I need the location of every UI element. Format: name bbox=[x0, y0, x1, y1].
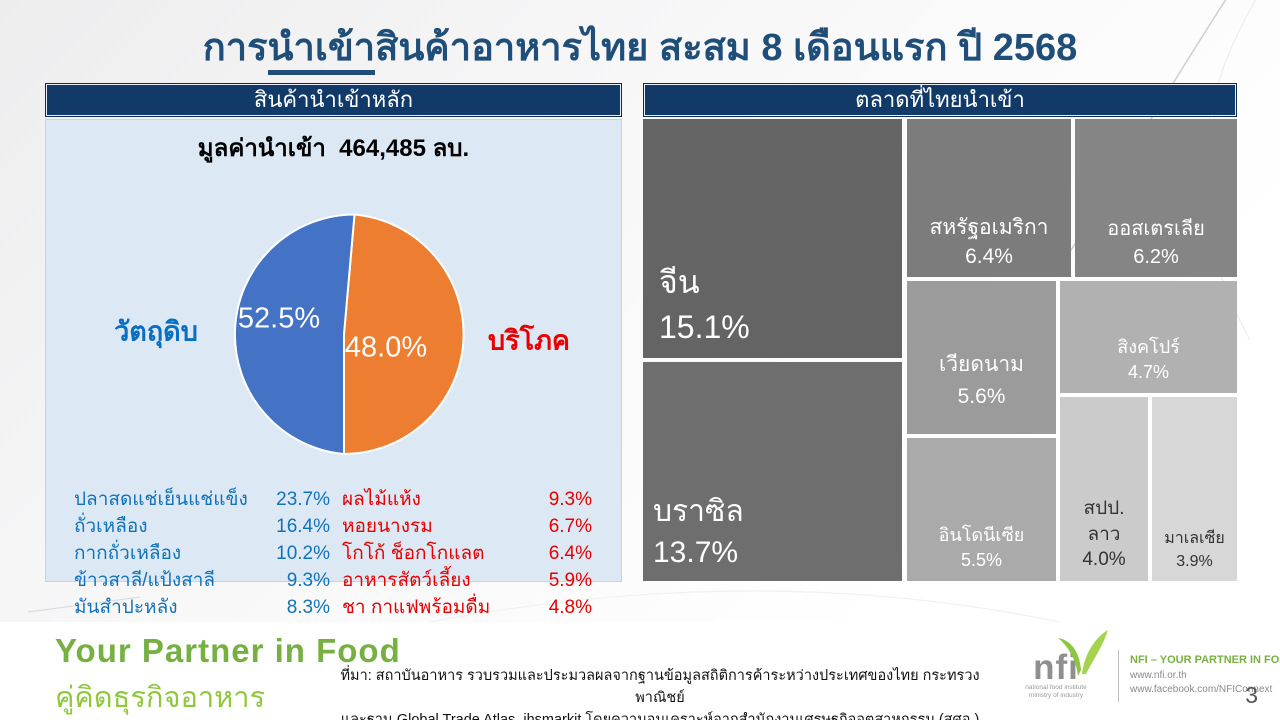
list-item: อาหารสัตว์เลี้ยง 5.9% bbox=[342, 567, 592, 594]
source-line-2: และฐาน Global Trade Atlas, ihsmarkit โดย… bbox=[340, 711, 980, 720]
treemap-block-singapore: สิงคโปร์ 4.7% bbox=[1060, 281, 1237, 393]
list-item: ชา กาแฟพร้อมดื่ม 4.8% bbox=[342, 594, 592, 621]
country-label: สหรัฐอเมริกา bbox=[929, 216, 1049, 240]
country-share: 3.9% bbox=[1176, 552, 1213, 570]
product-share: 8.3% bbox=[286, 597, 330, 618]
country-label: ลาว bbox=[1087, 523, 1121, 545]
country-share: 15.1% bbox=[659, 309, 750, 346]
nfi-website-url: www.nfi.or.th bbox=[1130, 670, 1187, 681]
nfi-caption-2: ministry of industry bbox=[1028, 691, 1084, 699]
product-share: 16.4% bbox=[276, 516, 330, 537]
left-panel-body: มูลค่านำเข้า 464,485 ลบ. 52.5% 48.0% วัต… bbox=[45, 119, 622, 618]
treemap-block-malaysia: มาเลเซีย 3.9% bbox=[1152, 397, 1237, 581]
pie-svg bbox=[233, 213, 465, 456]
treemap-block-laos: สปป. ลาว 4.0% bbox=[1060, 397, 1148, 581]
left-panel-header: สินค้านำเข้าหลัก bbox=[45, 83, 622, 117]
country-label: อินโดนีเซีย bbox=[938, 524, 1025, 545]
logo-divider bbox=[1118, 650, 1119, 702]
right-panel-header: ตลาดที่ไทยนำเข้า bbox=[643, 83, 1237, 117]
country-share: 6.2% bbox=[1133, 246, 1179, 268]
treemap-block-vietnam: เวียดนาม 5.6% bbox=[907, 281, 1056, 434]
product-label: กากถั่วเหลือง bbox=[74, 543, 182, 564]
source-note: ที่มา: สถาบันอาหาร รวบรวมและประมวลผลจากฐ… bbox=[320, 666, 1000, 720]
list-item: ผลไม้แห้ง 9.3% bbox=[342, 486, 592, 513]
product-label: ข้าวสาลี/แป้งสาลี bbox=[74, 570, 216, 591]
product-label: ผลไม้แห้ง bbox=[342, 489, 421, 510]
nfi-logo: nfi national food institute ministry of … bbox=[1010, 630, 1108, 700]
product-share: 9.3% bbox=[286, 570, 330, 591]
country-label: จีน bbox=[659, 264, 700, 301]
import-markets-treemap: จีน 15.1% บราซิล 13.7% สหรัฐอเมริกา 6.4%… bbox=[643, 119, 1237, 582]
country-label: มาเลเซีย bbox=[1164, 530, 1225, 548]
country-label: บราซิล bbox=[653, 495, 744, 528]
pie-label-consumer: บริโภค bbox=[487, 325, 571, 356]
country-share: 4.7% bbox=[1127, 361, 1170, 382]
country-label: เวียดนาม bbox=[939, 353, 1024, 376]
product-share: 4.8% bbox=[548, 597, 592, 618]
pie-value-consumer: 48.0% bbox=[344, 331, 428, 364]
product-label: โกโก้ ช็อกโกแลต bbox=[342, 543, 485, 564]
country-label: ออสเตรเลีย bbox=[1107, 218, 1205, 240]
page-number: 3 bbox=[1245, 682, 1258, 708]
list-item: หอยนางรม 6.7% bbox=[342, 513, 592, 540]
import-value-subtitle: มูลค่านำเข้า 464,485 ลบ. bbox=[197, 135, 470, 162]
product-share: 6.7% bbox=[548, 516, 592, 537]
nfi-contact: NFI – YOUR PARTNER IN FOOD www.nfi.or.th… bbox=[1130, 654, 1280, 696]
treemap-block-usa: สหรัฐอเมริกา 6.4% bbox=[907, 119, 1071, 277]
nfi-logo-block: nfi national food institute ministry of … bbox=[1000, 628, 1280, 718]
slide-title-suffix: สินค้าอาหารไทย สะสม 8 เดือนแรก ปี 2568 bbox=[375, 27, 1078, 69]
slide-title-prefix: การ bbox=[202, 27, 268, 69]
nfi-caption-1: national food institute bbox=[1025, 683, 1087, 691]
pie-slice-raw-material bbox=[233, 213, 356, 456]
slide-title: การนำเข้าสินค้าอาหารไทย สะสม 8 เดือนแรก … bbox=[0, 16, 1280, 77]
treemap-block-indonesia: อินโดนีเซีย 5.5% bbox=[907, 438, 1056, 581]
nfi-wordmark: nfi bbox=[1033, 648, 1079, 687]
country-share: 4.0% bbox=[1082, 549, 1126, 571]
list-item: ข้าวสาลี/แป้งสาลี 9.3% bbox=[74, 567, 330, 594]
consumer-product-list: ผลไม้แห้ง 9.3% หอยนางรม 6.7% โกโก้ ช็อกโกแ… bbox=[342, 486, 592, 621]
country-label: สิงคโปร์ bbox=[1117, 336, 1180, 357]
product-label: ถั่วเหลือง bbox=[74, 516, 148, 537]
list-item: มันสำปะหลัง 8.3% bbox=[74, 594, 330, 621]
treemap-block-australia: ออสเตรเลีย 6.2% bbox=[1075, 119, 1237, 277]
slide-title-underlined: นำเข้า bbox=[267, 27, 376, 75]
treemap-block-china: จีน 15.1% bbox=[643, 119, 902, 358]
product-label: ชา กาแฟพร้อมดื่ม bbox=[342, 597, 491, 618]
pie-value-raw-material: 52.5% bbox=[237, 302, 321, 335]
tagline-thai: คู่คิดธุรกิจอาหาร bbox=[55, 682, 266, 714]
country-share: 5.5% bbox=[960, 549, 1003, 570]
list-item: ปลาสดแช่เย็นแช่แข็ง 23.7% bbox=[74, 486, 330, 513]
import-structure-pie-chart bbox=[219, 209, 469, 459]
country-share: 6.4% bbox=[965, 244, 1013, 268]
product-label: ปลาสดแช่เย็นแช่แข็ง bbox=[74, 489, 248, 510]
leaf-icon bbox=[1058, 630, 1108, 676]
country-share: 5.6% bbox=[957, 384, 1006, 408]
pie-slice-consumer bbox=[343, 213, 465, 456]
nfi-heading: NFI – YOUR PARTNER IN FOOD bbox=[1130, 654, 1280, 666]
list-item: กากถั่วเหลือง 10.2% bbox=[74, 540, 330, 567]
country-share: 13.7% bbox=[653, 535, 739, 569]
list-item: โกโก้ ช็อกโกแลต 6.4% bbox=[342, 540, 592, 567]
product-label: มันสำปะหลัง bbox=[74, 597, 178, 618]
product-share: 23.7% bbox=[276, 489, 330, 510]
product-share: 9.3% bbox=[548, 489, 592, 510]
product-share: 6.4% bbox=[548, 543, 592, 564]
raw-material-product-list: ปลาสดแช่เย็นแช่แข็ง 23.7% ถั่วเหลือง 16.4%… bbox=[74, 486, 330, 621]
nfi-facebook-url: www.facebook.com/NFIConnext bbox=[1130, 683, 1273, 695]
source-line-1: ที่มา: สถาบันอาหาร รวบรวมและประมวลผลจากฐ… bbox=[340, 668, 980, 706]
product-share: 10.2% bbox=[276, 543, 330, 564]
list-item: ถั่วเหลือง 16.4% bbox=[74, 513, 330, 540]
tagline-english: Your Partner in Food bbox=[55, 632, 401, 669]
country-label: สปป. bbox=[1083, 498, 1125, 520]
product-label: หอยนางรม bbox=[342, 516, 433, 537]
product-label: อาหารสัตว์เลี้ยง bbox=[342, 570, 471, 591]
pie-label-raw-material: วัตถุดิบ bbox=[114, 316, 198, 347]
footer: Your Partner in Food คู่คิดธุรกิจอาหาร ท… bbox=[0, 622, 1280, 720]
treemap-block-brazil: บราซิล 13.7% bbox=[643, 362, 902, 581]
product-share: 5.9% bbox=[548, 570, 592, 591]
